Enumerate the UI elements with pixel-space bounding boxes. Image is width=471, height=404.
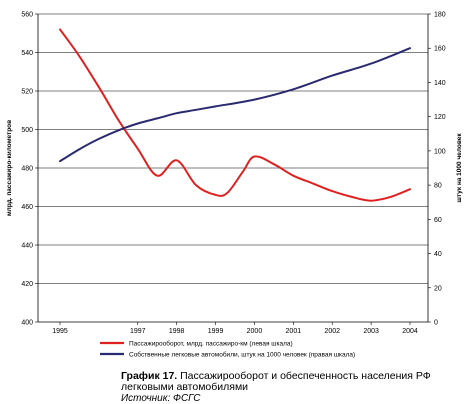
x-tick-label: 1997 xyxy=(130,328,146,335)
x-tick-label: 2003 xyxy=(363,328,379,335)
x-tick-label: 1998 xyxy=(169,328,185,335)
caption-title-text: Пассажирооборот и обеспеченность населен… xyxy=(177,370,431,382)
left-tick-label: 400 xyxy=(21,320,33,327)
x-tick-label: 1999 xyxy=(208,328,224,335)
left-tick-label: 460 xyxy=(21,204,33,211)
caption-source: Источник: ФСГС xyxy=(121,393,201,404)
right-tick-label: 80 xyxy=(434,183,442,190)
left-tick-label: 440 xyxy=(21,243,33,250)
right-tick-label: 100 xyxy=(434,148,446,155)
figure-caption: График 17. Пассажирооборот и обеспеченно… xyxy=(121,370,431,404)
x-tick-label: 2000 xyxy=(247,328,263,335)
right-axis-ticks: 0 20 40 60 80 100 120 140 160 180 xyxy=(428,12,446,327)
right-tick-label: 40 xyxy=(434,251,442,258)
legend: Пассажирооборот, млрд. пассажиро-км (лев… xyxy=(100,340,355,359)
right-tick-label: 180 xyxy=(434,12,446,19)
right-tick-label: 140 xyxy=(434,80,446,87)
caption-title: График 17. Пассажирооборот и обеспеченно… xyxy=(121,370,431,382)
left-tick-label: 480 xyxy=(21,166,33,173)
gridlines xyxy=(38,13,428,284)
x-tick-label: 2001 xyxy=(286,328,302,335)
x-axis-ticks: 1995 1997 1998 1999 2000 2001 2002 2003 2004 xyxy=(52,322,418,335)
right-tick-label: 60 xyxy=(434,217,442,224)
x-tick-label: 1995 xyxy=(52,328,68,335)
x-tick-label: 2002 xyxy=(324,328,340,335)
legend-label-cars: Собственные легковые автомобили, штук на… xyxy=(129,351,355,359)
caption-title-line2: легковыми автомобилями xyxy=(121,381,248,393)
series-line-passenger-turnover xyxy=(59,28,411,202)
caption-title-number: График 17. xyxy=(121,370,177,382)
left-tick-label: 560 xyxy=(21,12,33,19)
legend-label-passenger: Пассажирооборот, млрд. пассажиро-км (лев… xyxy=(129,340,293,348)
left-tick-label: 540 xyxy=(21,50,33,57)
right-tick-label: 160 xyxy=(434,46,446,53)
left-axis-ticks: 400 420 440 460 480 500 520 540 560 xyxy=(21,12,38,327)
left-tick-label: 420 xyxy=(21,281,33,288)
x-tick-label: 2004 xyxy=(402,328,418,335)
left-tick-label: 500 xyxy=(21,127,33,134)
series-line-cars-per-1000 xyxy=(59,47,411,163)
left-tick-label: 520 xyxy=(21,89,33,96)
right-tick-label: 20 xyxy=(434,285,442,292)
right-tick-label: 0 xyxy=(434,320,438,327)
right-tick-label: 120 xyxy=(434,114,446,121)
left-axis-title: млрд. пассажиро-километров xyxy=(6,120,13,216)
series-layer xyxy=(59,28,411,202)
right-axis-title: штук на 1000 человек xyxy=(456,133,463,203)
